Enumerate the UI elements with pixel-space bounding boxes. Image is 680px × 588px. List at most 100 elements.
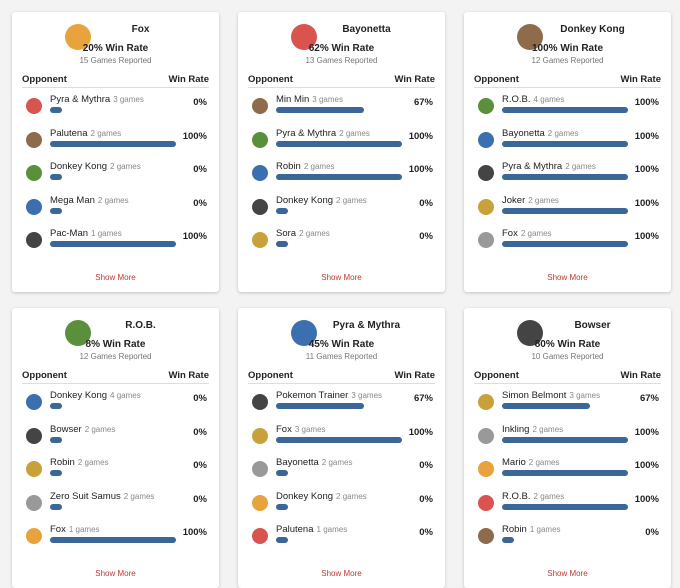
opponent-games: 4 games (110, 391, 141, 400)
opponent-icon (252, 198, 268, 215)
opponent-icon (478, 131, 494, 148)
show-more[interactable]: Show More (547, 569, 588, 578)
opponent-name: Fox 1 games (50, 524, 100, 535)
opponent-name-text: Donkey Kong (50, 390, 108, 401)
opponent-win-rate: 0% (193, 97, 207, 108)
opponent-name: Donkey Kong 4 games (50, 390, 141, 401)
header-opponent: Opponent (474, 370, 519, 381)
games-reported: 12 Games Reported (79, 352, 152, 361)
opponent-win-rate: 100% (634, 97, 659, 108)
opponent-icon (478, 427, 494, 444)
opponent-icon (26, 165, 42, 181)
opponent-games: 3 games (312, 95, 343, 104)
character-name: Bowser (574, 320, 611, 331)
opponent-name: Bayonetta 2 games (502, 128, 578, 139)
opponent-name-text: Sora (276, 228, 297, 239)
opponent-name: R.O.B. 4 games (502, 94, 564, 105)
opponent-name-text: Bayonetta (502, 127, 545, 139)
opponent-win-rate: 100% (634, 231, 659, 242)
character-icon (291, 320, 317, 346)
opponent-games: 1 games (91, 229, 122, 238)
opponent-icon (252, 131, 268, 148)
opponent-games: 2 games (547, 128, 579, 138)
opponent-icon (252, 98, 268, 114)
opponent-icon (478, 232, 494, 248)
opponent-name-text: Pyra & Mythra (50, 94, 111, 105)
win-rate: 100% Win Rate (531, 43, 604, 54)
opponent-name: Fox 3 games (276, 424, 326, 435)
opponent-icon (252, 232, 268, 248)
win-rate-bar (502, 207, 628, 214)
header-opponent: Opponent (22, 74, 67, 85)
opponent-icon (252, 494, 268, 511)
opponent-icon (478, 198, 494, 215)
opponent-name: Pyra & Mythra 2 games (502, 161, 596, 172)
opponent-name-text: Bowser (50, 423, 82, 435)
divider (22, 383, 209, 384)
opponent-games: 2 games (533, 491, 565, 501)
win-rate-bar (276, 470, 288, 476)
character-icon (517, 24, 543, 50)
opponent-name: Min Min 3 games (276, 94, 343, 105)
win-rate-bar (502, 470, 628, 476)
opponent-win-rate: 0% (419, 197, 433, 209)
win-rate-bar (502, 107, 628, 113)
character-card: Bowser 80% Win Rate 10 Games Reported Oppon… (464, 308, 671, 588)
opponent-win-rate: 0% (193, 426, 207, 438)
character-icon (291, 24, 317, 50)
win-rate-bar (276, 174, 402, 180)
show-more[interactable]: Show More (321, 569, 362, 578)
opponent-win-rate: 0% (193, 164, 207, 175)
show-more[interactable]: Show More (321, 273, 362, 282)
opponent-name-text: Robin (276, 161, 301, 172)
header-win-rate: Win Rate (394, 74, 435, 85)
opponent-name: Simon Belmont 3 games (502, 390, 600, 401)
win-rate: 20% Win Rate (82, 43, 149, 54)
opponent-name-text: Fox (502, 228, 518, 239)
opponent-icon (478, 165, 494, 181)
opponent-name: Robin 2 games (50, 457, 109, 468)
opponent-win-rate: 100% (408, 130, 433, 142)
win-rate-bar (276, 140, 402, 147)
opponent-games: 3 games (113, 95, 144, 104)
win-rate-bar (50, 174, 62, 180)
opponent-games: 2 games (90, 128, 122, 138)
opponent-name: Mario 2 games (502, 457, 559, 468)
opponent-win-rate: 100% (182, 130, 207, 142)
opponent-name: Bowser 2 games (50, 424, 115, 435)
opponent-name: Palutena 2 games (50, 128, 121, 139)
opponent-name-text: Zero Suit Samus (50, 490, 121, 502)
opponent-win-rate: 0% (419, 460, 433, 471)
opponent-win-rate: 100% (634, 460, 659, 471)
win-rate-bar (502, 436, 628, 443)
opponent-icon (252, 427, 268, 444)
win-rate-bar (502, 140, 628, 147)
opponent-win-rate: 0% (193, 393, 207, 404)
opponent-win-rate: 0% (193, 197, 207, 209)
opponent-name-text: Donkey Kong (276, 194, 334, 206)
opponent-win-rate: 100% (182, 231, 207, 242)
win-rate-bar (50, 107, 62, 113)
opponent-icon (478, 98, 494, 114)
win-rate-bar (276, 241, 288, 247)
games-reported: 11 Games Reported (305, 352, 378, 361)
divider (22, 87, 209, 88)
show-more[interactable]: Show More (95, 569, 136, 578)
opponent-games: 2 games (321, 458, 353, 467)
opponent-name: Fox 2 games (502, 228, 552, 239)
opponent-name: Donkey Kong 2 games (50, 161, 141, 172)
opponent-name-text: Fox (276, 423, 292, 435)
win-rate-bar (502, 241, 628, 247)
opponent-name-text: Palutena (50, 127, 88, 139)
opponent-name-text: R.O.B. (502, 94, 531, 105)
win-rate-bar (50, 207, 62, 214)
opponent-name: Pyra & Mythra 3 games (50, 94, 144, 105)
show-more[interactable]: Show More (95, 273, 136, 282)
opponent-games: 2 games (110, 162, 141, 171)
opponent-games: 2 games (528, 458, 560, 467)
show-more[interactable]: Show More (547, 273, 588, 282)
win-rate-bar (276, 107, 365, 113)
win-rate-bar (50, 503, 62, 510)
win-rate: 45% Win Rate (308, 339, 375, 350)
opponent-win-rate: 0% (193, 460, 207, 471)
